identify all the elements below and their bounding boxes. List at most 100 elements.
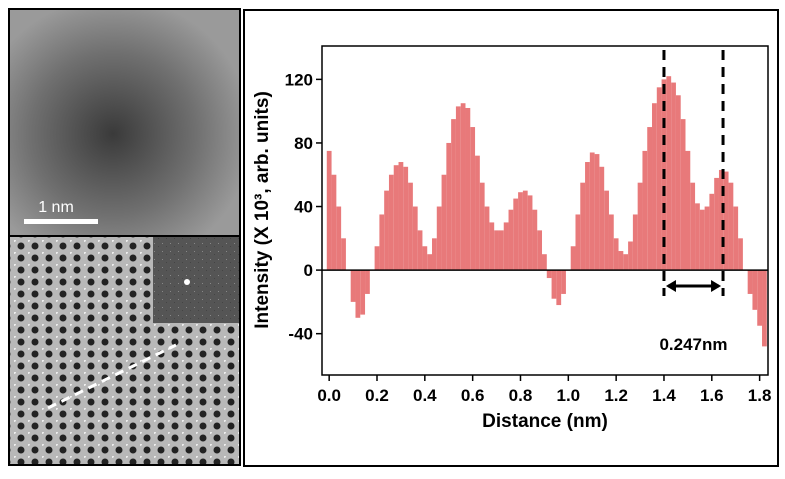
y-tick-label: 80 — [294, 134, 313, 153]
bar — [695, 203, 700, 271]
bar — [379, 214, 385, 271]
bar — [762, 270, 767, 347]
bar — [613, 238, 619, 271]
x-tick-label: 1.4 — [652, 386, 676, 405]
bar — [427, 254, 433, 271]
chart-frame — [243, 9, 779, 467]
bar — [508, 209, 514, 271]
x-tick-label: 0.6 — [461, 386, 485, 405]
bar — [551, 270, 557, 299]
x-tick-label: 0.4 — [413, 386, 437, 405]
bar — [494, 230, 499, 271]
bar — [374, 246, 380, 271]
bar — [532, 209, 538, 271]
bar — [680, 119, 686, 271]
bar — [690, 182, 696, 271]
bar — [455, 106, 461, 271]
bar — [733, 206, 739, 271]
bar — [556, 270, 562, 306]
bar — [714, 177, 719, 271]
bar — [642, 150, 648, 271]
bar — [718, 169, 724, 271]
bar — [403, 166, 409, 271]
plot-frame — [321, 45, 769, 376]
x-tick-label: 1.6 — [700, 386, 724, 405]
bar — [355, 270, 361, 318]
bar — [604, 190, 609, 271]
bar — [341, 238, 346, 271]
bar — [489, 222, 495, 271]
y-tick-label: 120 — [285, 70, 313, 89]
bar — [470, 127, 476, 271]
bar — [594, 154, 600, 271]
bar — [728, 182, 734, 271]
bar — [336, 206, 342, 271]
tem-image: 1 nm — [8, 8, 241, 237]
bar — [518, 192, 523, 271]
bar — [417, 230, 423, 271]
x-tick-label: 1.8 — [748, 386, 772, 405]
bar — [570, 246, 576, 271]
bar — [585, 162, 590, 271]
bar — [484, 206, 490, 271]
bar — [398, 162, 404, 271]
bar — [757, 270, 763, 326]
bar — [752, 270, 758, 310]
bar — [451, 119, 456, 271]
bar — [542, 254, 547, 271]
bar — [652, 103, 657, 271]
x-tick-label: 0.2 — [365, 386, 389, 405]
scale-bar-label: 1 nm — [38, 199, 74, 216]
bar — [738, 238, 743, 271]
bar — [384, 190, 389, 271]
x-axis-label: Distance (nm) — [482, 411, 608, 432]
bar — [465, 107, 471, 271]
bar — [608, 214, 614, 271]
annotation-label: 0.247nm — [659, 335, 727, 354]
bar — [656, 87, 662, 271]
bar — [422, 246, 428, 271]
bar — [326, 150, 332, 271]
bar — [475, 155, 480, 271]
x-tick-label: 1.0 — [556, 386, 580, 405]
bar — [350, 270, 356, 302]
bar — [360, 270, 366, 315]
bar — [628, 241, 633, 271]
bar — [675, 95, 681, 271]
bar — [460, 103, 466, 271]
bar — [580, 182, 586, 271]
bar — [537, 230, 543, 271]
x-tick-label: 1.2 — [604, 386, 628, 405]
bar — [479, 182, 485, 271]
y-tick-label: 40 — [294, 198, 313, 217]
bar — [365, 270, 370, 294]
bar — [408, 182, 413, 271]
bar — [561, 270, 566, 294]
bar — [498, 230, 504, 271]
bar — [632, 214, 638, 271]
bar — [747, 270, 753, 294]
bar — [527, 195, 533, 271]
bar — [685, 150, 691, 271]
bar — [503, 222, 509, 271]
bar — [618, 251, 624, 271]
bar — [446, 142, 452, 271]
y-tick-label: -40 — [288, 325, 313, 344]
bar — [623, 254, 629, 271]
bar — [637, 182, 643, 271]
bar — [671, 82, 676, 271]
y-axis-label: Intensity (X 10³, arb. units) — [252, 91, 273, 329]
bar — [522, 190, 528, 271]
bar — [432, 238, 437, 271]
bar — [513, 198, 519, 271]
bar — [647, 127, 653, 271]
x-tick-label: 0.8 — [509, 386, 533, 405]
bar — [331, 174, 337, 271]
bar — [666, 76, 672, 271]
bar — [436, 206, 442, 271]
bar — [575, 214, 581, 271]
bar — [723, 171, 729, 271]
bar — [412, 206, 418, 271]
bar — [699, 209, 705, 271]
